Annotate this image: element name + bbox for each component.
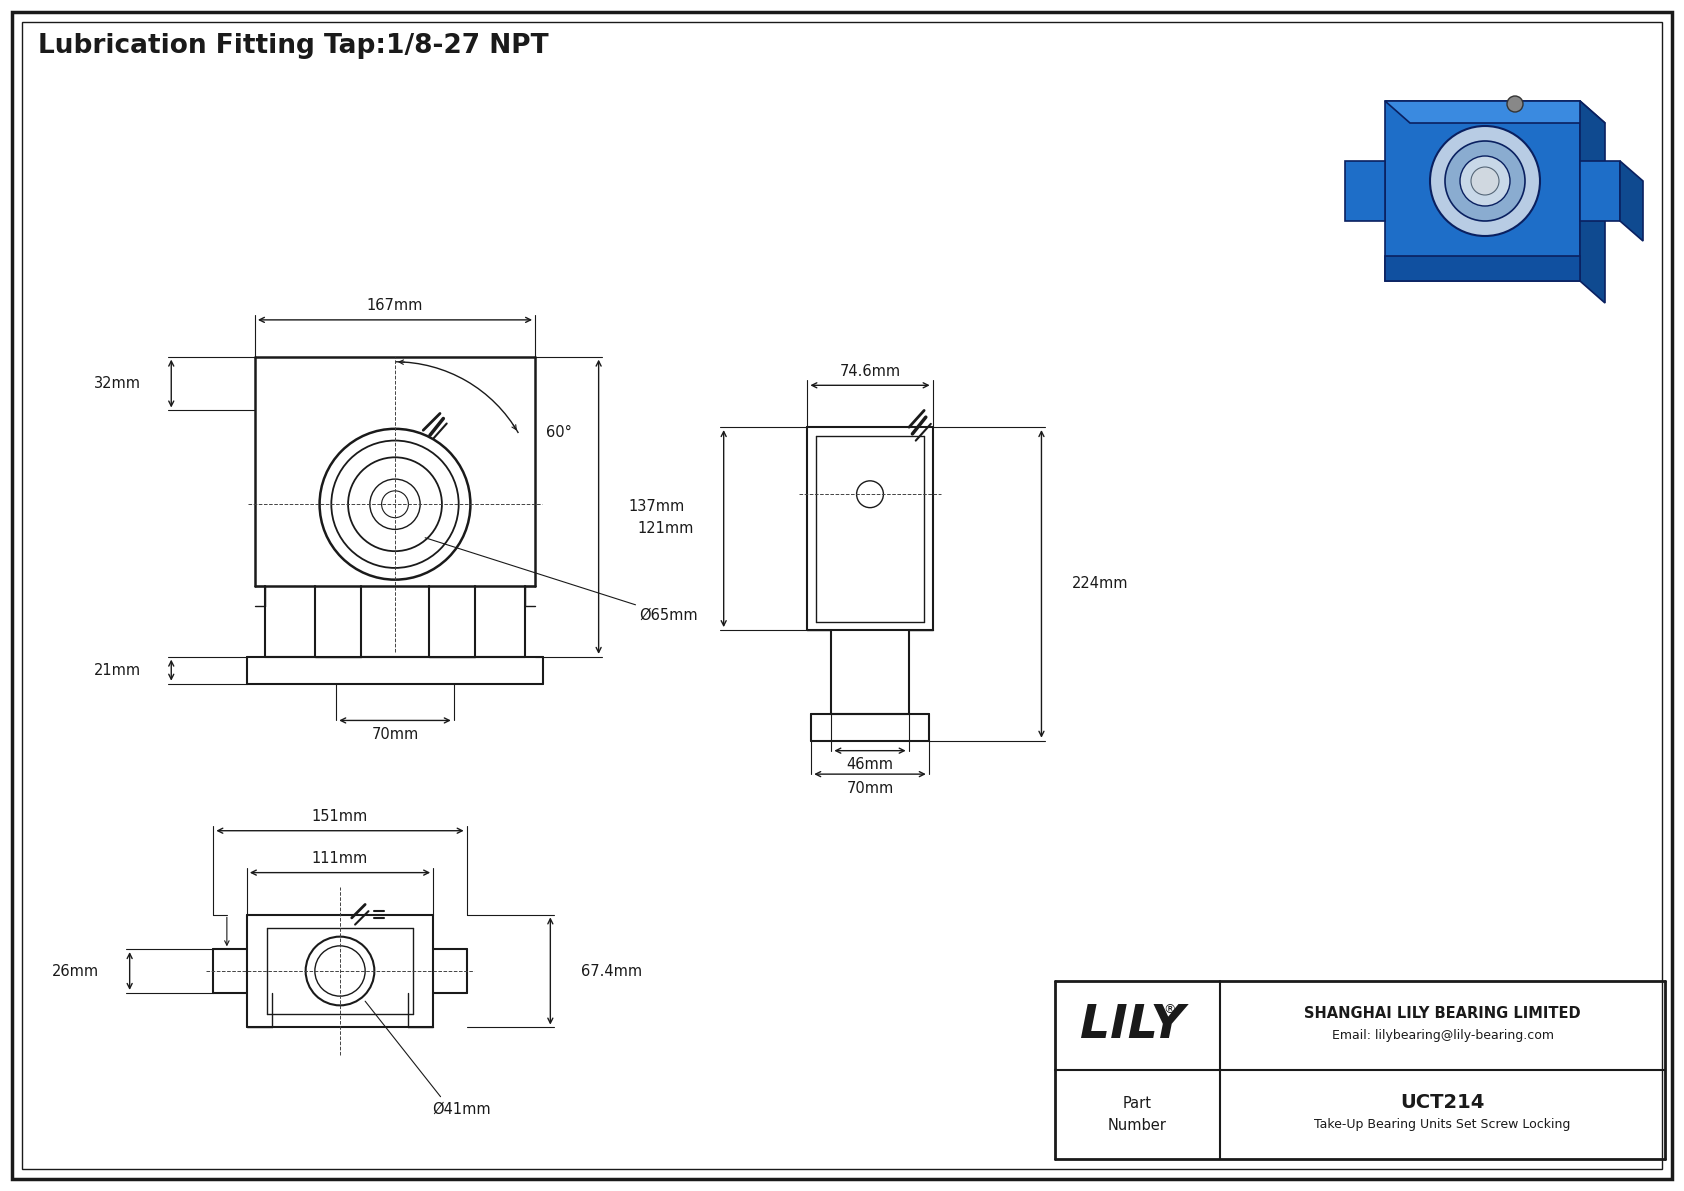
Polygon shape	[1580, 101, 1605, 303]
Text: Email: lilybearing@lily-bearing.com: Email: lilybearing@lily-bearing.com	[1332, 1029, 1554, 1042]
Text: 111mm: 111mm	[312, 850, 369, 866]
Text: 26mm: 26mm	[52, 964, 99, 979]
Text: Ø65mm: Ø65mm	[638, 609, 697, 623]
Text: Part
Number: Part Number	[1108, 1096, 1167, 1133]
Text: 67.4mm: 67.4mm	[581, 964, 642, 979]
Text: SHANGHAI LILY BEARING LIMITED: SHANGHAI LILY BEARING LIMITED	[1303, 1006, 1581, 1021]
Text: ®: ®	[1164, 1003, 1175, 1016]
Text: 74.6mm: 74.6mm	[839, 363, 901, 379]
Circle shape	[1445, 141, 1526, 222]
Text: Lubrication Fitting Tap:1/8-27 NPT: Lubrication Fitting Tap:1/8-27 NPT	[39, 33, 549, 60]
Text: 21mm: 21mm	[94, 662, 141, 678]
Polygon shape	[1384, 101, 1580, 281]
Text: UCT214: UCT214	[1401, 1093, 1485, 1112]
Circle shape	[1507, 96, 1522, 112]
Circle shape	[1472, 167, 1499, 195]
Text: 46mm: 46mm	[847, 757, 894, 773]
Text: 32mm: 32mm	[94, 376, 141, 391]
Polygon shape	[1580, 161, 1620, 222]
Polygon shape	[1620, 161, 1644, 241]
Text: 167mm: 167mm	[367, 298, 423, 313]
Text: 70mm: 70mm	[372, 728, 419, 742]
Text: 70mm: 70mm	[847, 781, 894, 796]
Text: Ø41mm: Ø41mm	[433, 1102, 490, 1117]
Text: 151mm: 151mm	[312, 809, 369, 824]
Text: Take-Up Bearing Units Set Screw Locking: Take-Up Bearing Units Set Screw Locking	[1314, 1118, 1571, 1131]
Polygon shape	[1346, 161, 1384, 222]
Polygon shape	[1384, 101, 1605, 123]
Text: 121mm: 121mm	[637, 522, 694, 536]
Text: LILY: LILY	[1079, 1003, 1186, 1048]
Circle shape	[1430, 126, 1539, 236]
Polygon shape	[1384, 256, 1580, 281]
Text: 224mm: 224mm	[1071, 576, 1128, 592]
Circle shape	[1460, 156, 1511, 206]
Text: 60°: 60°	[546, 425, 571, 441]
Text: 137mm: 137mm	[628, 499, 685, 515]
